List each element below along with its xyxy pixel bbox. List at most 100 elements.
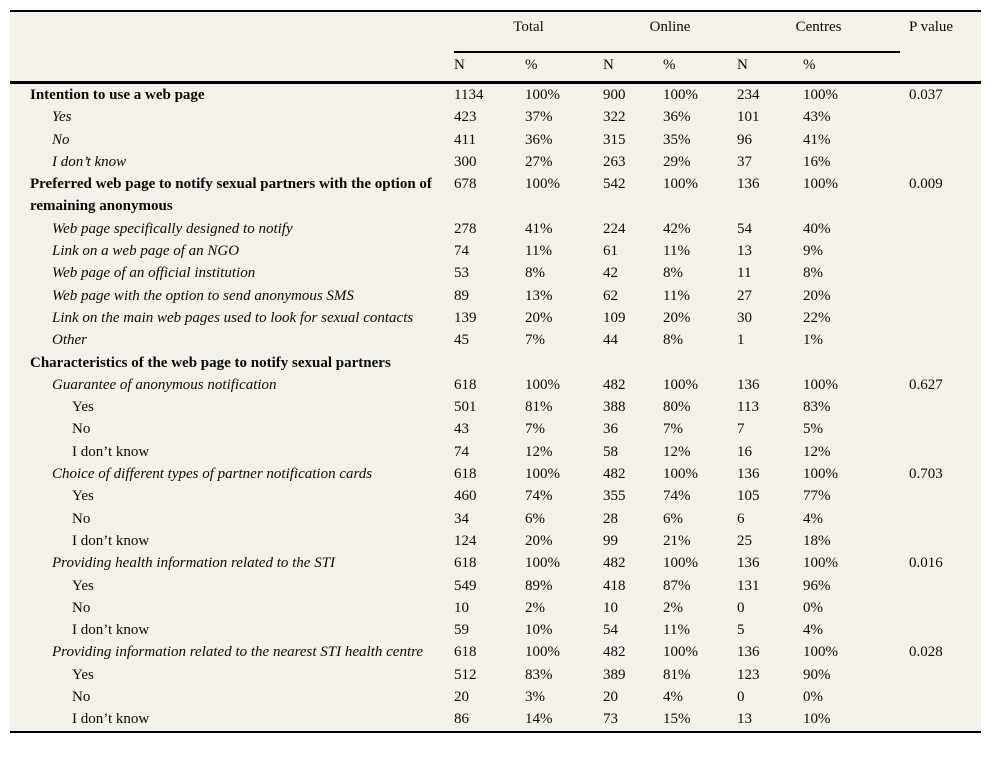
row-label: Web page with the option to send anonymo… — [52, 287, 354, 304]
cell-pct-total: 37% — [525, 109, 553, 126]
cell-n-centres: 5 — [737, 622, 745, 639]
cell-p-value: 0.028 — [909, 644, 943, 661]
cell-pct-centres: 96% — [803, 577, 831, 594]
col-header-n-centres: N — [737, 52, 804, 84]
cell-p-value — [900, 485, 981, 507]
cell-n-online: 389 — [603, 666, 626, 683]
cell-pct-total: 10% — [525, 622, 553, 639]
group-header-row: Total Online Centres P value — [10, 11, 982, 84]
col-header-n-online: N — [603, 52, 664, 84]
cell-n-online: 10 — [603, 599, 619, 616]
row-label: No — [72, 421, 91, 438]
cell-n-total: 618 — [454, 466, 477, 483]
table-row: I don’t know 124 20% 99 21% 25 18% — [10, 530, 981, 552]
cell-p-value — [900, 441, 981, 463]
cell-p-value — [900, 597, 981, 619]
cell-pct-online: 21% — [663, 532, 691, 549]
cell-p-value: 0.627 — [909, 376, 943, 393]
cell-n-online: 224 — [603, 220, 626, 237]
cell-pct-online: 8% — [663, 332, 684, 349]
cell-n-total: 411 — [454, 131, 476, 148]
row-label: I don’t know — [72, 443, 150, 460]
cell-pct-online: 8% — [663, 265, 684, 282]
cell-p-value — [900, 106, 981, 128]
cell-n-total: 512 — [454, 666, 477, 683]
cell-pct-centres: 0% — [803, 599, 824, 616]
col-header-pct-total: % — [525, 52, 604, 84]
table-row: Providing health information related to … — [10, 552, 981, 574]
cell-pct-online: 2% — [663, 599, 684, 616]
table-row: Link on the main web pages used to look … — [10, 307, 981, 329]
cell-n-centres: 136 — [737, 555, 760, 572]
cell-n-centres: 37 — [737, 153, 753, 170]
cell-n-centres: 54 — [737, 220, 753, 237]
table-row: Web page of an official institution 53 8… — [10, 262, 981, 284]
table-header: Total Online Centres P value N % N % N % — [10, 11, 982, 84]
cell-n-centres: 113 — [737, 399, 759, 416]
cell-p-value — [900, 708, 981, 731]
cell-p-value: 0.037 — [909, 87, 943, 103]
table-row: Link on a web page of an NGO 74 11% 61 1… — [10, 240, 981, 262]
col-header-n-total: N — [454, 52, 525, 84]
table-row: Preferred web page to notify sexual part… — [10, 173, 981, 218]
cell-n-centres: 13 — [737, 243, 753, 260]
cell-pct-online: 4% — [663, 689, 684, 706]
cell-pct-centres: 0% — [803, 689, 824, 706]
cell-n-centres: 101 — [737, 109, 760, 126]
cell-n-centres: 27 — [737, 287, 753, 304]
cell-pct-total: 12% — [525, 443, 553, 460]
cell-p-value: 0.703 — [909, 466, 943, 483]
cell-n-total: 423 — [454, 109, 477, 126]
row-label: Link on the main web pages used to look … — [52, 309, 414, 326]
cell-n-centres: 1 — [737, 332, 745, 349]
cell-n-online: 482 — [603, 376, 626, 393]
cell-pct-online: 87% — [663, 577, 691, 594]
row-label: I don’t know — [72, 711, 150, 728]
cell-n-online: 42 — [603, 265, 619, 282]
cell-p-value — [900, 530, 981, 552]
cell-pct-centres: 8% — [803, 265, 824, 282]
cell-n-centres: 136 — [737, 466, 760, 483]
cell-n-total: 10 — [454, 599, 469, 616]
cell-pct-online: 29% — [663, 153, 691, 170]
cell-n-online: 62 — [603, 287, 619, 304]
row-label: Yes — [72, 666, 94, 683]
cell-pct-centres: 12% — [803, 443, 831, 460]
cell-n-total: 74 — [454, 243, 469, 260]
table-row: No 34 6% 28 6% 6 4% — [10, 508, 981, 530]
row-label: Providing information related to the nea… — [52, 644, 424, 661]
cell-n-total: 1134 — [454, 87, 484, 103]
cell-pct-centres: 16% — [803, 153, 831, 170]
table-row: I don’t know 59 10% 54 11% 5 4% — [10, 619, 981, 641]
cell-n-total: 278 — [454, 220, 477, 237]
cell-n-total: 20 — [454, 689, 469, 706]
cell-pct-centres: 100% — [803, 376, 839, 393]
cell-pct-total: 11% — [525, 243, 552, 260]
cell-n-centres: 30 — [737, 309, 753, 326]
cell-pct-online — [663, 352, 737, 374]
cell-pct-total: 100% — [525, 376, 560, 393]
cell-pct-centres: 40% — [803, 220, 831, 237]
cell-pct-total: 41% — [525, 220, 553, 237]
cell-p-value — [900, 129, 981, 151]
cell-pct-online: 12% — [663, 443, 691, 460]
table-row: Characteristics of the web page to notif… — [10, 352, 981, 374]
cell-pct-centres: 83% — [803, 399, 831, 416]
row-label: No — [72, 689, 91, 706]
cell-n-total: 124 — [454, 532, 477, 549]
cell-n-centres: 16 — [737, 443, 753, 460]
table-row: Other 45 7% 44 8% 1 1% — [10, 329, 981, 351]
cell-pct-total: 89% — [525, 577, 553, 594]
cell-n-online: 20 — [603, 689, 619, 706]
cell-pct-centres: 18% — [803, 532, 831, 549]
table-row: Yes 501 81% 388 80% 113 83% — [10, 396, 981, 418]
cell-p-value — [900, 285, 981, 307]
cell-pct-total: 100% — [525, 466, 560, 483]
cell-n-total: 618 — [454, 555, 477, 572]
cell-pct-total: 27% — [525, 153, 553, 170]
table-row: Intention to use a web page 1134 100% 90… — [10, 83, 981, 107]
row-label: Yes — [72, 488, 94, 505]
cell-p-value — [900, 262, 981, 284]
row-label: Guarantee of anonymous notification — [52, 376, 277, 393]
row-label: Yes — [72, 399, 94, 416]
